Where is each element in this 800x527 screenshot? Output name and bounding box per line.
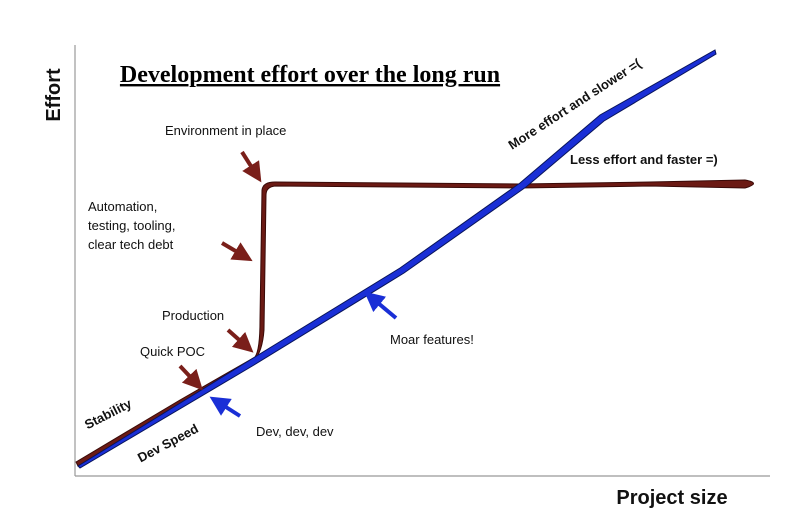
annotation: testing, tooling,: [88, 218, 175, 233]
annotation: Automation,: [88, 199, 157, 214]
stability-curve: [75, 179, 754, 467]
annotation: Environment in place: [165, 123, 286, 138]
arrow: [240, 150, 262, 183]
arrow: [220, 241, 253, 262]
arrow: [178, 364, 203, 391]
annotation: clear tech debt: [88, 237, 174, 252]
y-label: Effort: [43, 68, 65, 122]
arrow: [209, 396, 242, 418]
annotation: Quick POC: [140, 344, 205, 359]
annotation: Production: [162, 308, 224, 323]
arrow: [226, 328, 254, 353]
annotation: Less effort and faster =): [570, 152, 718, 167]
title: Development effort over the long run: [120, 62, 500, 88]
arrow: [364, 291, 398, 320]
curve-label: Stability: [82, 395, 135, 432]
annotation: Moar features!: [390, 332, 474, 347]
x-label: Project size: [616, 487, 727, 509]
dev-speed-curve: [77, 49, 717, 469]
annotation: Dev, dev, dev: [256, 424, 334, 439]
